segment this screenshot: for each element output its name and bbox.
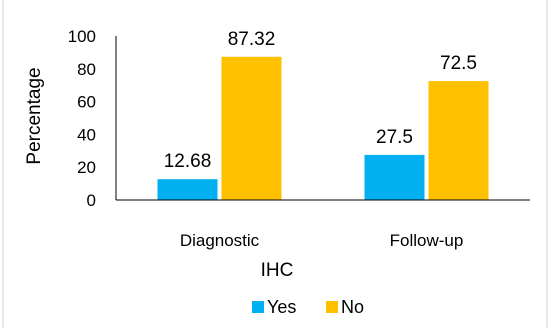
data-label: 27.5: [376, 127, 413, 148]
x-tick-label: Follow-up: [390, 231, 464, 250]
x-axis-title: IHC: [261, 260, 294, 281]
data-labels: 12.68 87.32 27.5 72.5: [164, 29, 477, 172]
y-axis-title: Percentage: [24, 67, 45, 164]
y-tick-label: 100: [68, 27, 96, 46]
legend: Yes No: [252, 297, 364, 317]
y-tick-label: 60: [77, 93, 96, 112]
y-tick-label: 80: [77, 60, 96, 79]
bar-yes-1: [364, 154, 425, 200]
data-label: 87.32: [228, 29, 276, 50]
x-tick-label: Diagnostic: [180, 231, 260, 250]
y-axis-ticks: 0 20 40 60 80 100: [68, 27, 96, 210]
y-tick-label: 0: [87, 191, 96, 210]
x-axis-ticks: Diagnostic Follow-up: [180, 231, 464, 250]
y-tick-label: 40: [77, 125, 96, 144]
legend-swatch-no: [326, 301, 338, 313]
legend-label-no: No: [341, 297, 364, 317]
data-label: 12.68: [164, 151, 212, 172]
bar-no-1: [428, 81, 489, 200]
bars: [157, 56, 489, 201]
y-tick-label: 20: [77, 158, 96, 177]
legend-swatch-yes: [252, 301, 264, 313]
legend-label-yes: Yes: [267, 297, 296, 317]
bar-yes-0: [157, 179, 218, 200]
bar-no-0: [221, 56, 282, 201]
data-label: 72.5: [440, 53, 477, 74]
